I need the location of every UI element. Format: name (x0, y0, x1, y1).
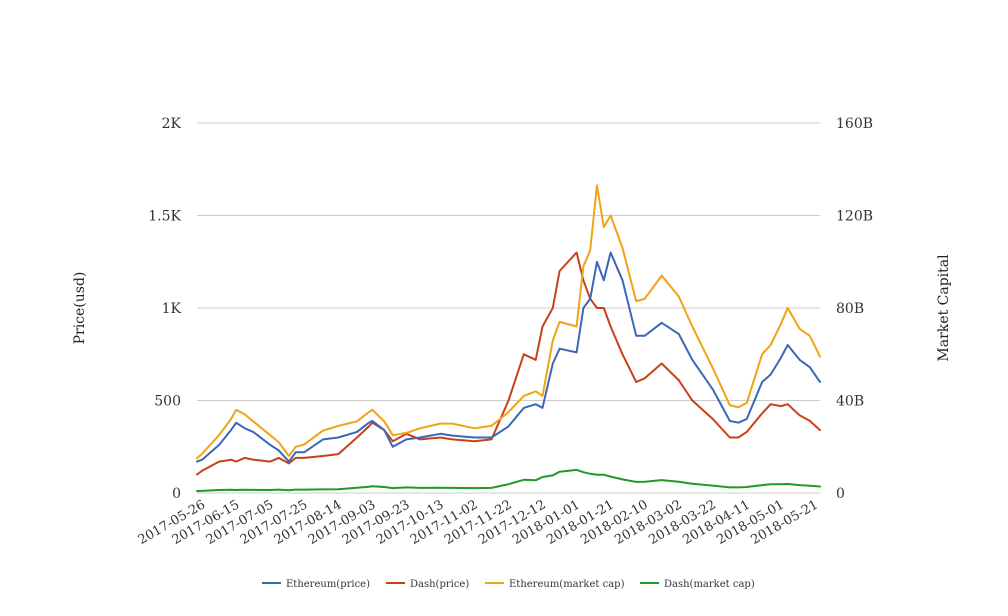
series-line (196, 468, 821, 493)
legend-label: Ethereum(market cap) (509, 579, 625, 590)
y-right-tick-label: 120B (836, 209, 873, 225)
y-right-tick-label: 40B (836, 394, 864, 410)
series-lines (196, 184, 821, 493)
y-right-tick-label: 80B (836, 301, 864, 317)
series-line (196, 251, 821, 476)
y-left-tick-label: 2K (162, 116, 182, 132)
series-line (196, 184, 821, 460)
left-y-axis: 0 500 1K 1.5K 2K (148, 116, 181, 502)
y-right-tick-label: 0 (836, 486, 845, 502)
y-left-tick-label: 1K (162, 301, 182, 317)
y-left-tick-label: 1.5K (148, 209, 181, 225)
y-left-tick-label: 500 (154, 394, 181, 410)
legend-label: Dash(price) (410, 579, 469, 590)
x-axis: 2017-05-262017-06-152017-07-052017-07-25… (136, 497, 821, 547)
right-y-axis: 0 40B 80B 120B 160B (836, 116, 873, 502)
y-left-tick-label: 0 (172, 486, 181, 502)
right-axis-title: Market Capital (936, 254, 952, 362)
y-right-tick-label: 160B (836, 116, 873, 132)
left-axis-title: Price(usd) (72, 272, 88, 345)
legend-label: Ethereum(price) (286, 579, 370, 590)
legend-label: Dash(market cap) (664, 579, 755, 590)
series-line (196, 251, 821, 463)
legend: Ethereum(price) Dash(price) Ethereum(marke… (262, 579, 755, 590)
grid-lines (197, 122, 820, 494)
